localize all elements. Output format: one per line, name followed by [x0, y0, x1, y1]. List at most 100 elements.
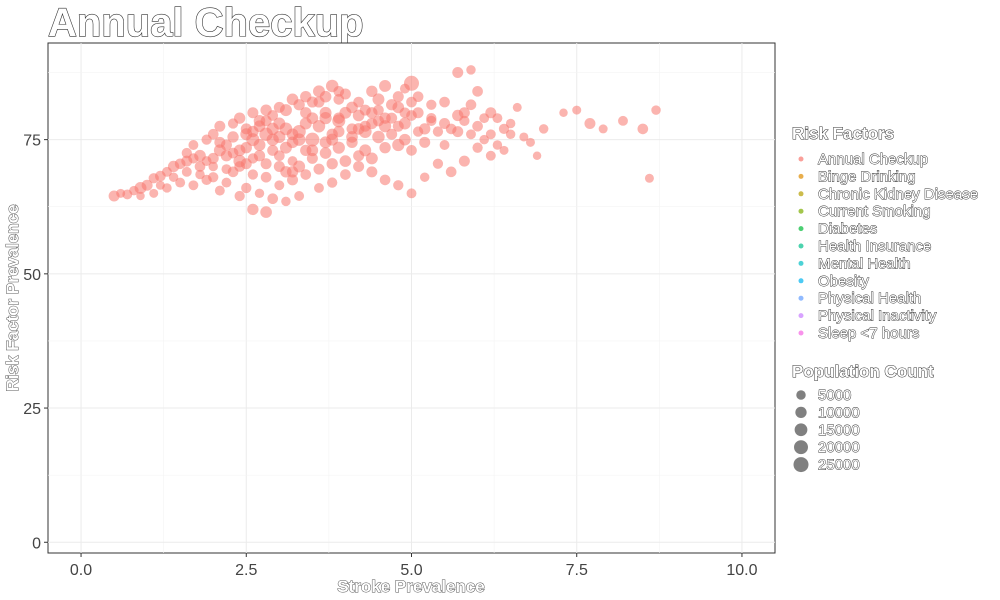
- data-point: [439, 96, 450, 108]
- data-point: [532, 151, 542, 160]
- data-point: [253, 150, 266, 162]
- data-point: [162, 183, 172, 193]
- data-point: [498, 123, 510, 135]
- data-point: [485, 129, 496, 140]
- data-point: [519, 132, 529, 142]
- data-point: [287, 174, 299, 186]
- data-point: [379, 79, 392, 92]
- data-point: [392, 120, 404, 132]
- data-point: [598, 124, 608, 134]
- chart-title: Annual Checkup: [48, 1, 364, 45]
- data-point: [512, 102, 522, 112]
- legend-color-key: [798, 173, 804, 179]
- data-point: [386, 99, 398, 111]
- data-point: [260, 171, 272, 183]
- legend-color-key: [798, 278, 804, 284]
- data-point: [472, 85, 483, 97]
- data-point: [195, 169, 205, 180]
- data-point: [214, 185, 225, 196]
- data-point: [452, 126, 464, 138]
- data-point: [254, 188, 265, 199]
- legend-color-label: Sleep <7 hours: [818, 325, 919, 342]
- data-point: [136, 191, 145, 201]
- data-point: [241, 182, 252, 194]
- data-point: [492, 140, 503, 150]
- data-point: [333, 112, 345, 124]
- data-point: [319, 136, 332, 149]
- data-point: [300, 91, 312, 103]
- data-point: [365, 152, 378, 165]
- data-point: [359, 120, 371, 132]
- legend-color-label: Health Insurance: [818, 238, 931, 255]
- data-point: [432, 126, 444, 137]
- x-tick-label: 5.0: [400, 562, 422, 579]
- data-point: [273, 101, 285, 113]
- data-point: [214, 136, 226, 148]
- legend-color-key: [798, 226, 804, 232]
- data-point: [188, 140, 199, 150]
- data-point: [260, 206, 272, 218]
- data-point: [208, 161, 218, 172]
- legend-color-label: Mental Health: [818, 255, 911, 272]
- data-point: [227, 166, 239, 178]
- data-point: [466, 65, 476, 75]
- x-axis-ticks: 0.0 2.5 5.0 7.5 10.0: [70, 553, 758, 579]
- data-point: [439, 140, 450, 150]
- data-point: [458, 155, 470, 167]
- data-point: [466, 129, 476, 140]
- data-point: [404, 75, 419, 91]
- data-point: [392, 138, 405, 152]
- data-point: [458, 107, 470, 119]
- data-point: [220, 150, 233, 162]
- legend-size-label: 20000: [818, 439, 860, 456]
- data-point: [332, 141, 345, 154]
- data-point: [181, 147, 192, 159]
- data-point: [188, 180, 199, 191]
- data-point: [538, 124, 549, 134]
- y-tick-label: 75: [23, 133, 41, 150]
- y-tick-label: 25: [23, 401, 41, 418]
- data-point: [333, 85, 345, 97]
- data-point: [305, 132, 320, 147]
- x-tick-label: 7.5: [566, 562, 588, 579]
- data-point: [379, 142, 391, 154]
- data-point: [366, 107, 378, 119]
- x-tick-label: 0.0: [70, 562, 92, 579]
- data-point: [472, 142, 483, 153]
- y-axis-title: Risk Factor Prevalence: [3, 204, 22, 391]
- data-point: [181, 166, 192, 177]
- legend-color-key: [798, 243, 804, 249]
- y-tick-label: 50: [23, 267, 41, 284]
- data-point: [412, 126, 424, 137]
- data-point: [572, 105, 582, 115]
- data-point: [207, 152, 219, 164]
- data-point: [485, 150, 496, 161]
- risk-factors-legend-title: Risk Factors: [792, 124, 894, 143]
- data-point: [266, 133, 279, 146]
- data-point: [175, 177, 186, 188]
- data-point: [281, 196, 291, 207]
- data-point: [227, 131, 239, 143]
- legend-color-label: Obesity: [818, 273, 869, 290]
- data-point: [306, 152, 318, 164]
- data-point: [149, 188, 159, 198]
- data-point: [313, 96, 325, 108]
- y-axis-ticks: 0 25 50 75: [23, 133, 48, 552]
- data-point: [314, 182, 324, 193]
- data-point: [253, 120, 266, 133]
- data-point: [393, 180, 404, 191]
- data-point: [472, 120, 483, 132]
- data-point: [452, 67, 464, 79]
- data-point: [313, 85, 325, 98]
- legend-size-label: 25000: [818, 457, 860, 474]
- legend-color-key: [798, 313, 804, 319]
- data-point: [214, 120, 226, 132]
- data-point: [644, 173, 654, 183]
- x-tick-label: 2.5: [235, 562, 257, 579]
- legend-color-key: [798, 260, 804, 266]
- data-point: [479, 113, 490, 124]
- data-point: [221, 177, 232, 188]
- data-point: [386, 128, 398, 140]
